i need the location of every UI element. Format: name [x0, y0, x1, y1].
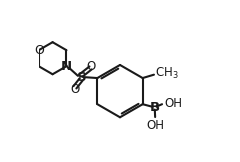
Text: S: S [77, 71, 86, 84]
Text: O: O [86, 60, 95, 73]
Text: N: N [61, 60, 72, 73]
Text: OH: OH [165, 97, 183, 110]
Text: O: O [34, 44, 44, 57]
Text: CH$_3$: CH$_3$ [155, 66, 179, 81]
Text: B: B [150, 101, 160, 114]
Text: OH: OH [146, 119, 164, 132]
Text: O: O [70, 83, 79, 96]
